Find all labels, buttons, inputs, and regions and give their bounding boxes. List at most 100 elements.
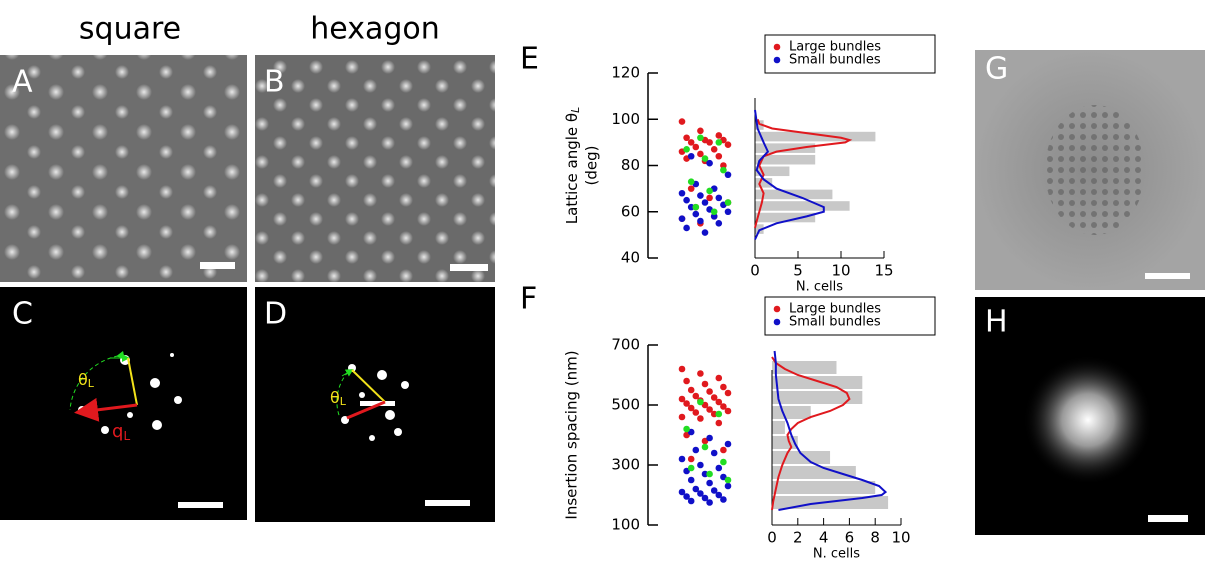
histogram-bar [772, 376, 863, 389]
y-axis-label: Lattice angle θL [563, 107, 583, 224]
data-point [715, 419, 723, 427]
x-tick-label: 8 [870, 529, 880, 547]
x-tick-label: 2 [793, 529, 803, 547]
data-point [697, 150, 704, 158]
density-curve [771, 356, 851, 511]
fft-image [0, 287, 247, 520]
data-point [687, 476, 695, 484]
y-tick-label: 100 [611, 516, 640, 534]
y-tick-label: 80 [621, 156, 640, 174]
legend-marker [773, 318, 781, 326]
data-point [701, 155, 709, 162]
data-point [687, 464, 695, 472]
data-point [697, 461, 704, 469]
density-curve [754, 118, 853, 229]
data-point [715, 194, 723, 202]
data-point [720, 166, 727, 174]
data-point [683, 134, 690, 142]
data-point [701, 380, 709, 388]
data-point [697, 127, 704, 135]
data-point [697, 398, 704, 406]
data-point [710, 394, 718, 401]
vector [351, 369, 386, 403]
legend-marker [773, 305, 781, 313]
data-point [701, 229, 709, 236]
data-point [687, 203, 695, 211]
data-point [701, 494, 709, 502]
data-point [692, 203, 700, 211]
vector [74, 397, 138, 422]
data-point [720, 458, 727, 466]
data-point [724, 199, 732, 206]
data-point [724, 440, 732, 448]
data-point [697, 490, 704, 497]
data-point [687, 139, 695, 146]
data-point [706, 139, 713, 146]
data-point [706, 187, 713, 195]
panel-title: square [79, 12, 181, 47]
data-point [697, 217, 704, 225]
panel-label: H [985, 305, 1008, 340]
y-tick-label: 100 [611, 110, 640, 128]
vector [346, 400, 386, 420]
subscript: L [123, 429, 130, 443]
data-point [715, 464, 723, 472]
vector [127, 357, 138, 406]
data-point [706, 499, 713, 506]
y-tick-label: 120 [611, 64, 640, 82]
histogram-bar [772, 391, 863, 404]
bundle-pattern [1045, 105, 1145, 235]
histogram-bar [755, 224, 764, 234]
data-point [678, 413, 686, 421]
density-curve [773, 350, 888, 511]
data-point [697, 370, 704, 377]
data-point [720, 446, 727, 454]
histogram-bar [755, 154, 816, 165]
fft-glow [1023, 355, 1153, 485]
data-point [706, 159, 713, 167]
data-point [706, 406, 713, 413]
data-point [683, 146, 690, 153]
data-point [692, 409, 700, 416]
sem-image [0, 55, 247, 282]
data-point [720, 496, 727, 503]
data-point [678, 395, 686, 403]
data-point [701, 199, 709, 206]
data-point [687, 185, 695, 192]
legend-box [764, 296, 936, 336]
data-point [720, 383, 727, 391]
histogram-bar [755, 131, 876, 142]
data-point [706, 194, 713, 202]
angle-label: θL [78, 370, 95, 391]
data-point [678, 365, 686, 373]
panel-label: D [264, 297, 287, 332]
panel-label: G [985, 52, 1008, 87]
data-point [715, 220, 723, 227]
x-axis-label: N. cells [813, 547, 860, 561]
data-point [683, 224, 690, 232]
legend-label: Large bundles [789, 302, 881, 317]
histogram-bar [772, 466, 856, 479]
data-point [697, 192, 704, 199]
histogram-bar [755, 143, 816, 153]
density-curve [754, 109, 825, 240]
data-point [683, 493, 690, 500]
data-point [701, 470, 709, 478]
panel-label: A [12, 65, 33, 100]
histogram-bar [772, 481, 876, 494]
data-point [683, 425, 690, 433]
angle-arc [336, 371, 349, 419]
data-point [692, 143, 700, 151]
data-point [710, 449, 718, 457]
x-tick-label: 6 [845, 529, 855, 547]
data-point [678, 118, 686, 125]
y-axis-unit: (deg) [583, 146, 601, 186]
subscript: L [569, 107, 582, 113]
data-point [678, 488, 686, 496]
data-point [678, 455, 686, 463]
data-point [715, 410, 723, 418]
legend-label: Small bundles [789, 315, 881, 330]
data-point [692, 210, 700, 218]
scale-bar [1148, 515, 1188, 522]
data-point [706, 470, 713, 478]
